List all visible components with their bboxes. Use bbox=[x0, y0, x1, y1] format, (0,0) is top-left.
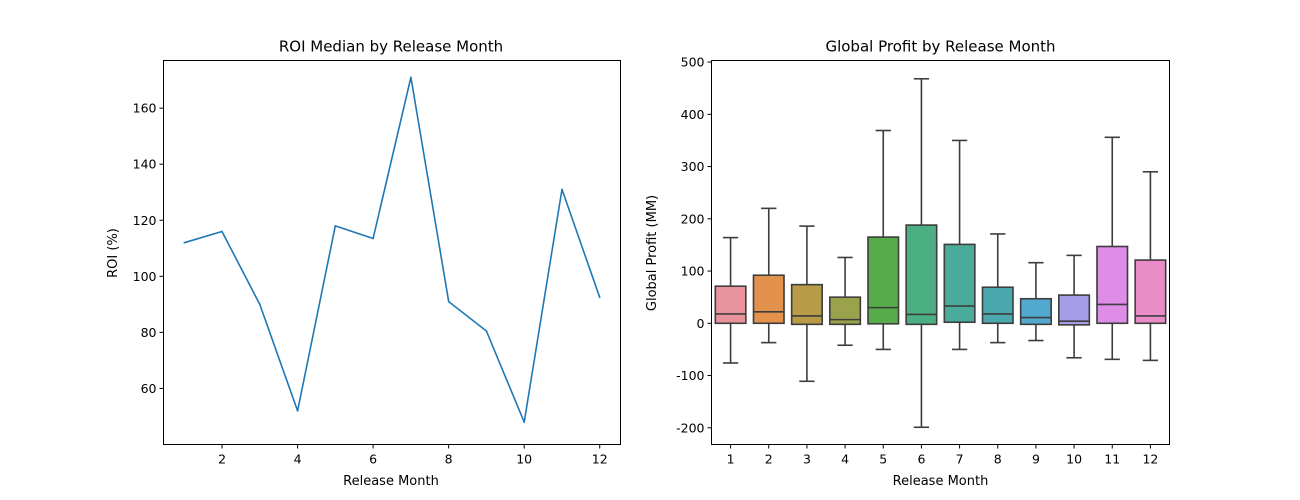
profit-box-month-1 bbox=[714, 236, 747, 364]
profit-box-month-7 bbox=[943, 139, 976, 351]
roi-data-point bbox=[221, 230, 223, 233]
roi-x-tick-label: 8 bbox=[445, 452, 453, 467]
profit-x-tick-label: 10 bbox=[1066, 452, 1082, 467]
profit-y-tick-label: -200 bbox=[676, 420, 704, 435]
iqr-box bbox=[1096, 245, 1129, 325]
roi-axes-frame bbox=[163, 60, 621, 445]
profit-box-month-9 bbox=[1019, 261, 1052, 342]
iqr-box bbox=[714, 285, 747, 325]
profit-box-month-12 bbox=[1134, 170, 1167, 362]
profit-y-tick-label: -100 bbox=[676, 368, 704, 383]
profit-y-tick-label: 300 bbox=[681, 159, 705, 174]
profit-y-tick-label: 400 bbox=[681, 107, 705, 122]
roi-data-point bbox=[372, 237, 374, 240]
iqr-box bbox=[943, 243, 976, 324]
roi-chart-title: ROI Median by Release Month bbox=[279, 38, 503, 56]
profit-box-month-3 bbox=[790, 225, 823, 383]
roi-y-tick-label: 100 bbox=[133, 269, 157, 284]
profit-plot-area bbox=[714, 77, 1167, 429]
iqr-box bbox=[1058, 294, 1091, 326]
roi-data-point bbox=[183, 241, 186, 244]
iqr-box bbox=[752, 274, 785, 325]
profit-y-tick-label: 500 bbox=[681, 55, 705, 70]
roi-ticks: 2 4 6 8 10 12 60 80 100 120 140 160 bbox=[133, 101, 608, 467]
profit-x-tick-label: 1 bbox=[727, 452, 735, 467]
profit-box-month-2 bbox=[752, 207, 785, 344]
roi-x-tick-label: 6 bbox=[369, 452, 377, 467]
roi-y-axis-label: ROI (%) bbox=[106, 228, 121, 278]
profit-x-tick-label: 5 bbox=[879, 452, 887, 467]
iqr-box bbox=[1134, 259, 1167, 325]
roi-x-axis-label: Release Month bbox=[343, 474, 439, 489]
profit-x-tick-label: 8 bbox=[994, 452, 1002, 467]
roi-x-tick-label: 2 bbox=[218, 452, 226, 467]
profit-axes-frame bbox=[711, 60, 1170, 445]
iqr-box bbox=[867, 236, 900, 325]
profit-box-month-10 bbox=[1058, 254, 1091, 359]
roi-x-tick-label: 10 bbox=[516, 452, 532, 467]
roi-data-point bbox=[410, 76, 412, 79]
profit-box-month-11 bbox=[1096, 136, 1129, 361]
profit-x-tick-label: 9 bbox=[1032, 452, 1040, 467]
roi-line-chart: ROI Median by Release Month Release Mont… bbox=[106, 38, 621, 489]
profit-y-tick-label: 200 bbox=[681, 211, 705, 226]
roi-y-tick-label: 60 bbox=[141, 381, 157, 396]
profit-box-month-6 bbox=[905, 77, 938, 429]
iqr-box bbox=[790, 283, 823, 326]
roi-data-point bbox=[296, 410, 299, 412]
roi-data-point bbox=[447, 300, 450, 303]
profit-x-tick-label: 12 bbox=[1142, 452, 1158, 467]
profit-x-tick-label: 2 bbox=[765, 452, 773, 467]
roi-data-point bbox=[598, 296, 601, 299]
profit-box-chart: Global Profit by Release Month Release M… bbox=[645, 38, 1170, 489]
profit-x-tick-label: 4 bbox=[841, 452, 849, 467]
profit-box-month-4 bbox=[829, 256, 862, 347]
roi-x-tick-label: 12 bbox=[592, 452, 608, 467]
roi-data-point bbox=[523, 421, 525, 423]
iqr-box bbox=[1019, 297, 1052, 326]
roi-x-tick-label: 4 bbox=[294, 452, 302, 467]
profit-chart-title: Global Profit by Release Month bbox=[825, 38, 1055, 56]
profit-box-month-5 bbox=[867, 129, 900, 351]
roi-data-point bbox=[334, 225, 337, 227]
iqr-box bbox=[981, 286, 1014, 325]
roi-series-line bbox=[184, 76, 601, 423]
profit-y-tick-label: 100 bbox=[681, 264, 705, 279]
profit-x-tick-label: 11 bbox=[1104, 452, 1120, 467]
roi-y-tick-label: 160 bbox=[133, 101, 157, 116]
roi-plot-area bbox=[183, 76, 601, 423]
roi-y-tick-label: 80 bbox=[141, 325, 157, 340]
roi-data-point bbox=[485, 330, 488, 332]
roi-y-tick-label: 140 bbox=[133, 157, 157, 172]
iqr-box bbox=[905, 224, 938, 326]
profit-box-month-8 bbox=[981, 233, 1014, 344]
profit-x-tick-label: 7 bbox=[956, 452, 964, 467]
roi-data-point bbox=[561, 188, 563, 191]
profit-x-tick-label: 6 bbox=[917, 452, 925, 467]
roi-data-point bbox=[259, 303, 261, 306]
profit-y-axis-label: Global Profit (MM) bbox=[645, 195, 660, 311]
profit-y-tick-label: 0 bbox=[697, 316, 705, 331]
profit-x-axis-label: Release Month bbox=[893, 474, 989, 489]
profit-x-tick-label: 3 bbox=[803, 452, 811, 467]
roi-y-tick-label: 120 bbox=[133, 213, 157, 228]
